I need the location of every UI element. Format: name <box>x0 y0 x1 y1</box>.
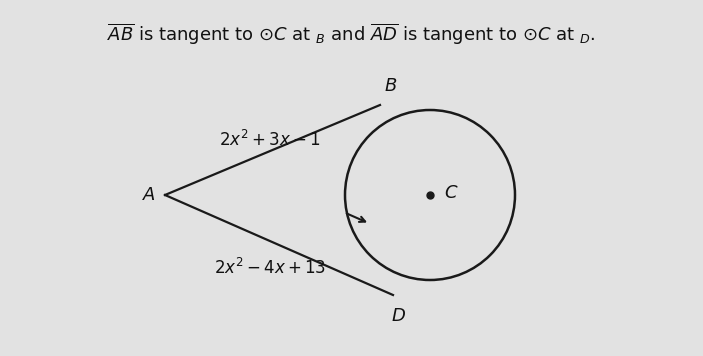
Text: $\overline{AB}$ is tangent to $\odot$$C$ at $_{B}$ and $\overline{AD}$ is tangen: $\overline{AB}$ is tangent to $\odot$$C$… <box>108 22 595 47</box>
Text: $2x^2 + 3x - 1$: $2x^2 + 3x - 1$ <box>219 130 321 150</box>
Text: A: A <box>143 186 155 204</box>
Text: D: D <box>391 307 405 325</box>
Text: B: B <box>385 77 397 95</box>
Text: C: C <box>444 184 457 202</box>
Text: $2x^2 - 4x + 13$: $2x^2 - 4x + 13$ <box>214 258 326 278</box>
